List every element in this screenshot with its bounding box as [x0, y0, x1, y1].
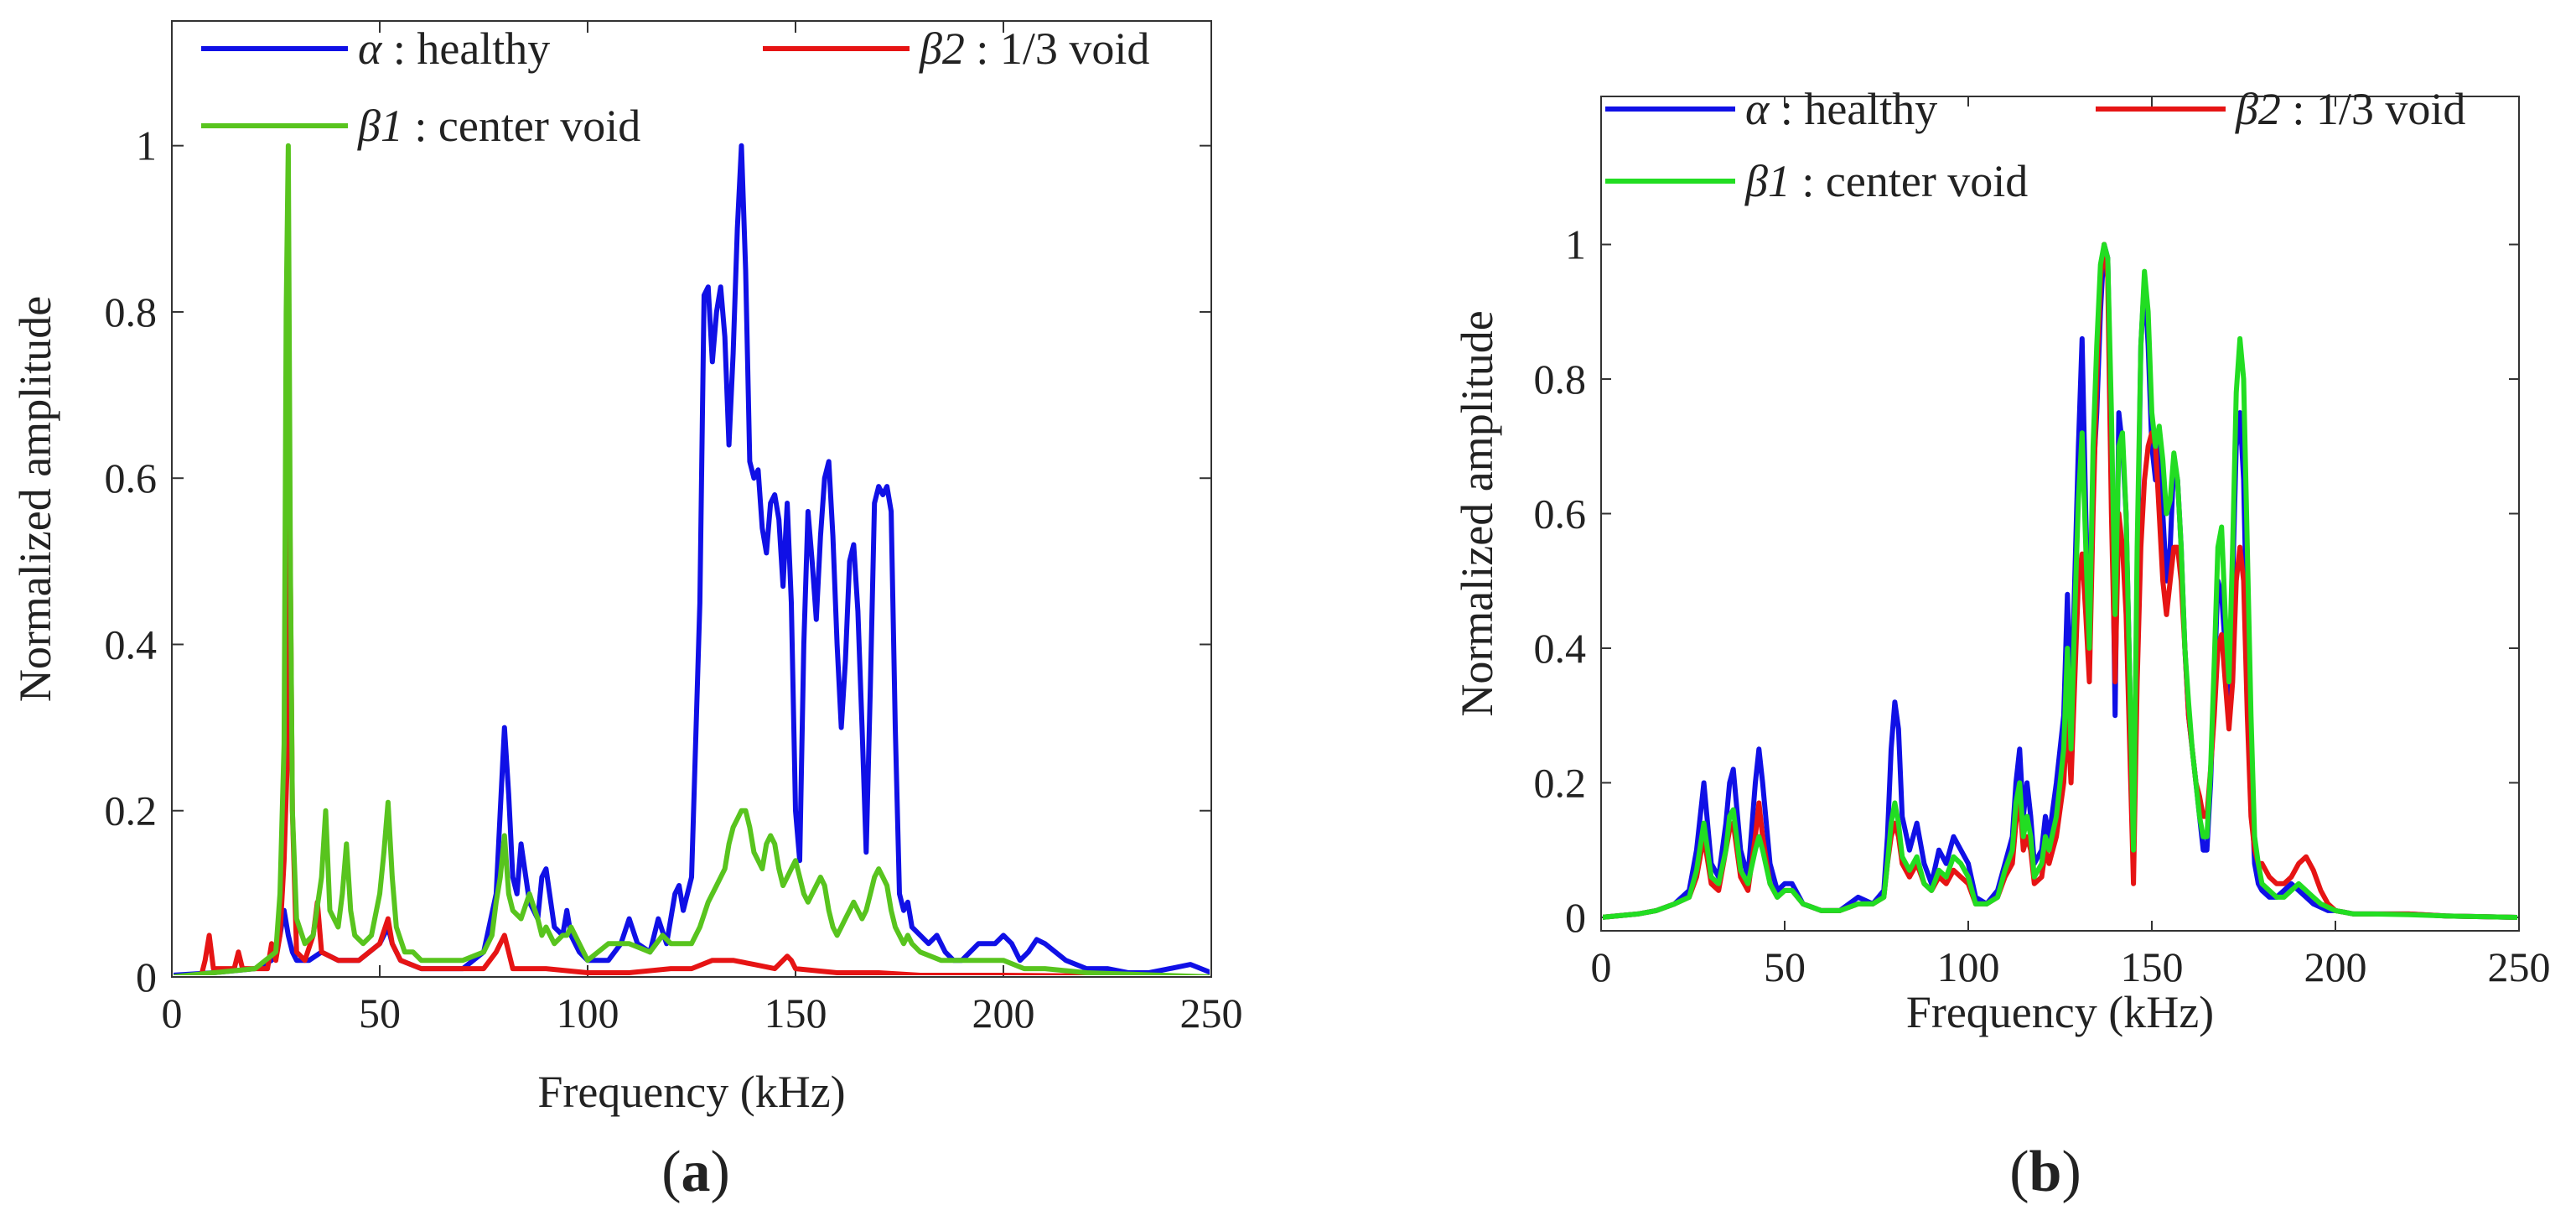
panel-label-close: ) — [711, 1140, 730, 1204]
plot-area-frame — [171, 20, 1212, 978]
y-tick-label: 0.4 — [105, 621, 158, 668]
x-tick-label: 200 — [2304, 943, 2367, 990]
y-axis-label: Normalized amplitude — [1452, 310, 1502, 716]
series-line-3 — [174, 143, 1210, 975]
y-tick-label: 0 — [136, 953, 157, 1000]
x-tick-label: 100 — [557, 990, 619, 1036]
panel-label-letter: a — [682, 1140, 711, 1204]
panel-label-open: ( — [2009, 1140, 2029, 1204]
x-tick-label: 150 — [765, 990, 827, 1036]
legend-text: : healthy — [1769, 84, 1937, 134]
panel-label-letter: b — [2029, 1140, 2062, 1204]
x-tick-label: 100 — [1937, 943, 2000, 990]
panel-label: (b) — [2009, 1140, 2081, 1204]
legend-entry: β2 : 1/3 void — [2235, 84, 2465, 134]
legend-text: : 1/3 void — [2281, 84, 2466, 134]
legend-text: : center void — [1791, 156, 2028, 206]
x-tick-label: 0 — [162, 990, 183, 1036]
y-tick-label: 1 — [1565, 221, 1586, 268]
x-tick-label: 250 — [1180, 990, 1243, 1036]
legend-entry: β1 : center void — [357, 101, 640, 151]
x-axis-label: Frequency (kHz) — [1906, 987, 2214, 1037]
y-tick-label: 0.8 — [105, 288, 158, 335]
series-group — [1603, 242, 2517, 920]
series-line-1 — [174, 143, 1210, 975]
y-tick-label: 0.2 — [105, 787, 158, 834]
x-tick-label: 250 — [2488, 943, 2551, 990]
legend-symbol: β1 — [1744, 156, 1791, 206]
x-tick-label: 50 — [1764, 943, 1806, 990]
legend-entry: α : healthy — [358, 23, 550, 74]
y-axis-label: Normalized amplitude — [10, 296, 60, 702]
series-group — [174, 143, 1210, 975]
legend-symbol: α — [1745, 84, 1770, 134]
series-line-2 — [174, 475, 1210, 975]
y-tick-label: 0.6 — [105, 455, 158, 501]
legend-text: : center void — [403, 101, 640, 151]
x-axis-label: Frequency (kHz) — [537, 1067, 845, 1117]
panel-label: (a) — [661, 1140, 730, 1204]
x-tick-label: 50 — [359, 990, 401, 1036]
legend-symbol: α — [358, 23, 383, 74]
panel-label-open: ( — [661, 1140, 681, 1204]
chart-panel-a: 0 50 100 150 200 250 0 0.2 0.4 0.6 0.8 1 Frequency (… — [10, 20, 1243, 1204]
legend-text: : healthy — [381, 23, 550, 74]
x-tick-label: 200 — [972, 990, 1035, 1036]
legend-entry: β2 : 1/3 void — [919, 23, 1149, 74]
x-tick-label: 0 — [1591, 943, 1612, 990]
y-tick-label: 0.4 — [1534, 625, 1587, 672]
series-line-3 — [1603, 242, 2517, 920]
legend-text: : 1/3 void — [965, 23, 1150, 74]
y-tick-label: 0.8 — [1534, 356, 1587, 403]
legend-symbol: β2 — [919, 23, 965, 74]
y-tick-label: 1 — [136, 122, 157, 169]
y-tick-label: 0.2 — [1534, 759, 1587, 806]
legend-entry: β1 : center void — [1744, 156, 2028, 206]
x-tick-label: 150 — [2121, 943, 2184, 990]
chart-panel-b: 0 50 100 150 200 250 0 0.2 0.4 0.6 0.8 1 Frequency (… — [1452, 84, 2551, 1204]
y-tick-label: 0.6 — [1534, 491, 1587, 538]
legend-symbol: β2 — [2235, 84, 2281, 134]
panel-label-close: ) — [2061, 1140, 2081, 1204]
y-tick-label: 0 — [1565, 894, 1586, 941]
legend-entry: α : healthy — [1745, 84, 1937, 134]
legend-symbol: β1 — [357, 101, 403, 151]
